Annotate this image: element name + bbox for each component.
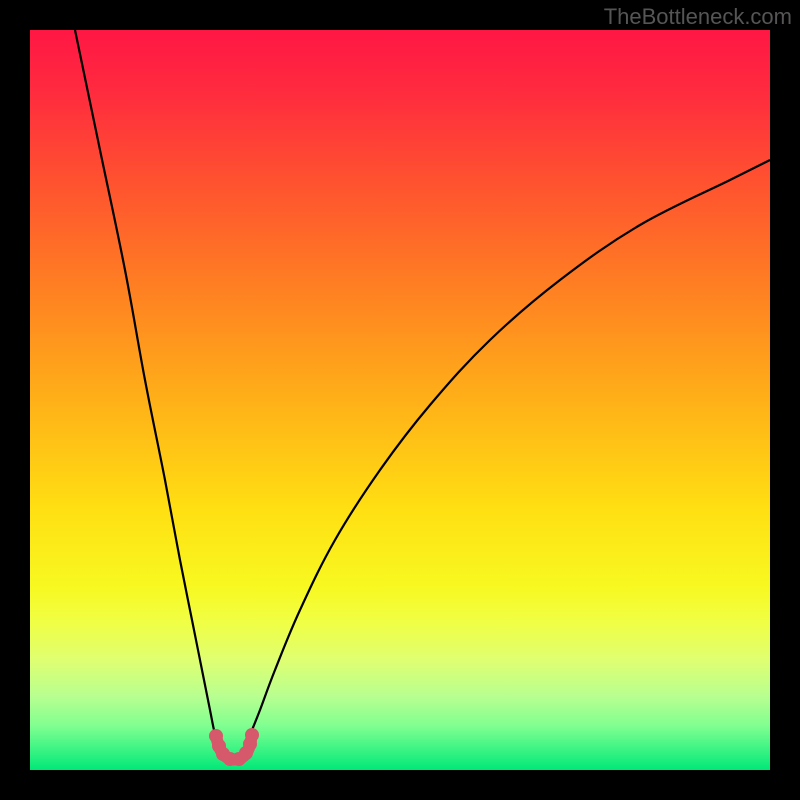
chart-plot-area <box>30 30 770 770</box>
curve-left <box>75 30 217 740</box>
watermark-text: TheBottleneck.com <box>604 4 792 30</box>
chart-curve-layer <box>30 30 770 770</box>
curve-right <box>248 160 770 740</box>
marker-dots <box>209 728 259 766</box>
